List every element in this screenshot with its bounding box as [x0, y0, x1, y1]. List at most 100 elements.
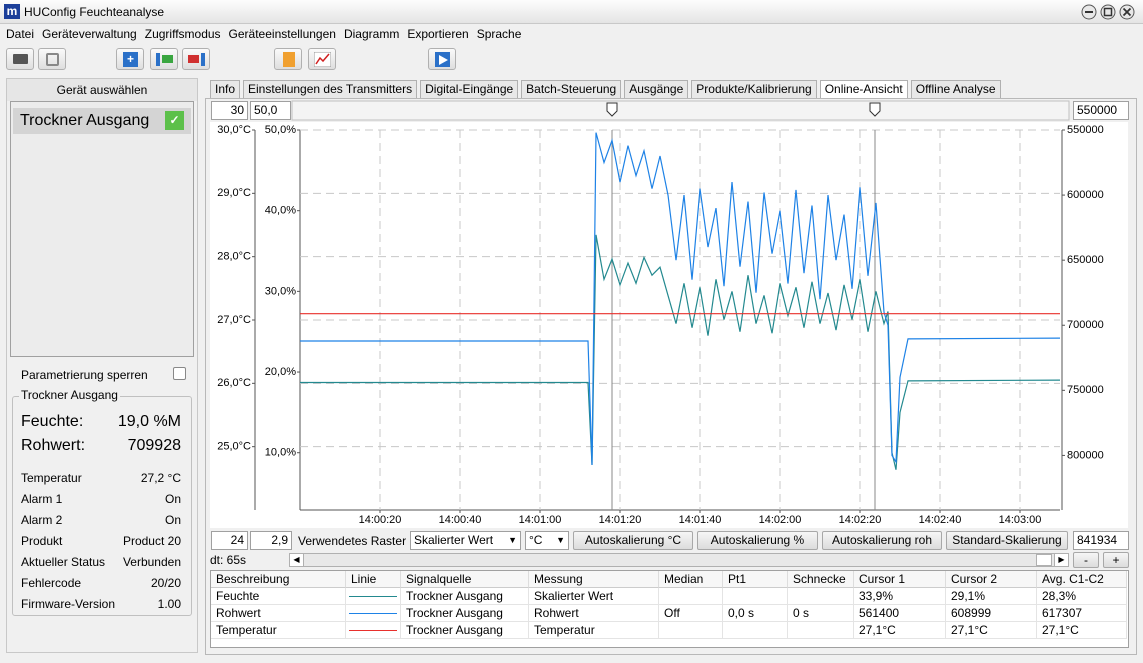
- start-button[interactable]: [428, 48, 456, 70]
- y3-tick-label: 550000: [1067, 124, 1104, 136]
- reading-label: Feuchte:: [21, 413, 84, 430]
- column-header: Pt1: [723, 571, 788, 588]
- info-value: 20/20: [150, 576, 181, 590]
- table-cell: Trockner Ausgang: [401, 622, 529, 639]
- reading-row: Rohwert: 709928: [21, 437, 181, 461]
- table-cell: 608999: [946, 605, 1037, 622]
- menu-item[interactable]: Sprache: [476, 27, 522, 41]
- y-tick-label: 26,0°C: [217, 377, 251, 389]
- chart-background: [210, 122, 1128, 528]
- info-value: 1.00: [157, 597, 181, 611]
- table-cell: 617307: [1037, 605, 1127, 622]
- tab[interactable]: Offline Analyse: [910, 80, 1001, 100]
- y2-tick-label: 30,0%: [265, 285, 296, 297]
- info-value: Product 20: [122, 534, 181, 548]
- tab[interactable]: Ausgänge: [624, 80, 689, 100]
- table-cell: Temperatur: [211, 622, 346, 639]
- scale-button[interactable]: Autoskalierung roh: [822, 531, 942, 550]
- table-cell: [723, 588, 788, 605]
- x-tick-label: 14:00:20: [359, 514, 402, 526]
- menu-item[interactable]: Exportieren: [407, 27, 469, 41]
- y2-tick-label: 50,0%: [265, 124, 296, 136]
- scrollbar[interactable]: ◀ ▶: [289, 553, 1069, 567]
- tab[interactable]: Info: [210, 80, 241, 100]
- info-row: Alarm 1 On: [21, 492, 181, 513]
- pct-min-input[interactable]: 2,9: [250, 531, 292, 550]
- y-tick-label: 30,0°C: [217, 124, 251, 136]
- column-header: Signalquelle: [401, 571, 529, 588]
- device-name: Trockner Ausgang: [20, 112, 150, 129]
- import-button[interactable]: [150, 48, 178, 70]
- y3-tick-label: 650000: [1067, 254, 1104, 266]
- save-button[interactable]: [38, 48, 66, 70]
- tab[interactable]: Batch-Steuerung: [521, 80, 622, 100]
- info-label: Alarm 2: [21, 513, 63, 527]
- report-button[interactable]: [274, 48, 302, 70]
- raw-max-input[interactable]: 841934: [1073, 531, 1129, 550]
- table-cell: [788, 588, 854, 605]
- dropdown-arrow: ▼: [556, 535, 565, 545]
- info-value: Verbunden: [122, 555, 181, 569]
- menu-item[interactable]: Datei: [6, 27, 35, 41]
- raster-label: Verwendetes Raster: [298, 534, 407, 548]
- lock-label: Parametrierung sperren: [21, 368, 148, 382]
- table-cell: [659, 622, 723, 639]
- temp-max-input[interactable]: 30: [211, 101, 248, 120]
- cursor-thumb[interactable]: [869, 102, 881, 117]
- scroll-thumb[interactable]: [1036, 554, 1052, 566]
- sidebar-header: Gerät auswählen: [7, 79, 197, 101]
- chart-button[interactable]: [308, 48, 336, 70]
- cursor-thumb[interactable]: [606, 102, 618, 117]
- scroll-left[interactable]: ◀: [290, 554, 304, 566]
- remove-button[interactable]: [182, 48, 210, 70]
- raw-min-input[interactable]: 550000: [1073, 101, 1129, 120]
- raster-select[interactable]: Skalierter Wert ▼: [410, 531, 521, 550]
- readings: Feuchte: 19,0 %M Rohwert: 709928: [21, 413, 181, 461]
- menu-item[interactable]: Diagramm: [343, 27, 400, 41]
- window-controls[interactable]: [1080, 3, 1140, 21]
- table-cell: Off: [659, 605, 723, 622]
- table-cell: Rohwert: [211, 605, 346, 622]
- scale-button[interactable]: Autoskalierung °C: [573, 531, 693, 550]
- chart: 30,0°C 29,0°C 28,0°C 27,0°C 26,0°C 25,0°C 50,0…: [210, 100, 1128, 528]
- open-button[interactable]: [6, 48, 34, 70]
- y-tick-label: 27,0°C: [217, 314, 251, 326]
- info-label: Alarm 1: [21, 492, 63, 506]
- info-label: Fehlercode: [21, 576, 82, 590]
- x-tick-label: 14:01:40: [679, 514, 722, 526]
- table-cell: Trockner Ausgang: [401, 588, 529, 605]
- tab-active[interactable]: Online-Ansicht: [819, 80, 908, 100]
- zoom-in-button[interactable]: +: [1103, 552, 1129, 568]
- tab[interactable]: Produkte/Kalibrierung: [691, 80, 817, 100]
- info-label: Temperatur: [21, 471, 82, 485]
- unit-select[interactable]: °C ▼: [525, 531, 569, 550]
- zoom-out-button[interactable]: -: [1073, 552, 1099, 568]
- device-item[interactable]: Trockner Ausgang ✓: [13, 108, 191, 134]
- x-tick-label: 14:02:20: [839, 514, 882, 526]
- add-button[interactable]: +: [116, 48, 144, 70]
- info-row: Produkt Product 20: [21, 534, 181, 555]
- y3-tick-label: 800000: [1067, 449, 1104, 461]
- tab[interactable]: Einstellungen des Transmitters: [243, 80, 418, 100]
- tab[interactable]: Digital-Eingänge: [420, 80, 519, 100]
- temp-min-input[interactable]: 24: [211, 531, 248, 550]
- menu-item[interactable]: Zugriffsmodus: [144, 27, 221, 41]
- info-label: Aktueller Status: [21, 555, 106, 569]
- scale-button[interactable]: Standard-Skalierung: [946, 531, 1068, 550]
- scroll-right[interactable]: ▶: [1054, 554, 1068, 566]
- table-cell: 561400: [854, 605, 946, 622]
- series-line: [300, 132, 1061, 466]
- lock-checkbox[interactable]: [173, 367, 186, 380]
- x-tick-label: 14:03:00: [999, 514, 1042, 526]
- menu-item[interactable]: Geräteeinstellungen: [228, 27, 336, 41]
- info-value: On: [164, 513, 181, 527]
- info-label: Firmware-Version: [21, 597, 116, 611]
- pct-max-input[interactable]: 50,0: [250, 101, 291, 120]
- scale-button[interactable]: Autoskalierung %: [697, 531, 818, 550]
- menu-item[interactable]: Geräteverwaltung: [42, 27, 137, 41]
- y2-tick-label: 20,0%: [265, 366, 296, 378]
- info-value: 27,2 °C: [140, 471, 181, 485]
- table-cell: [346, 622, 401, 639]
- column-header: Cursor 1: [854, 571, 946, 588]
